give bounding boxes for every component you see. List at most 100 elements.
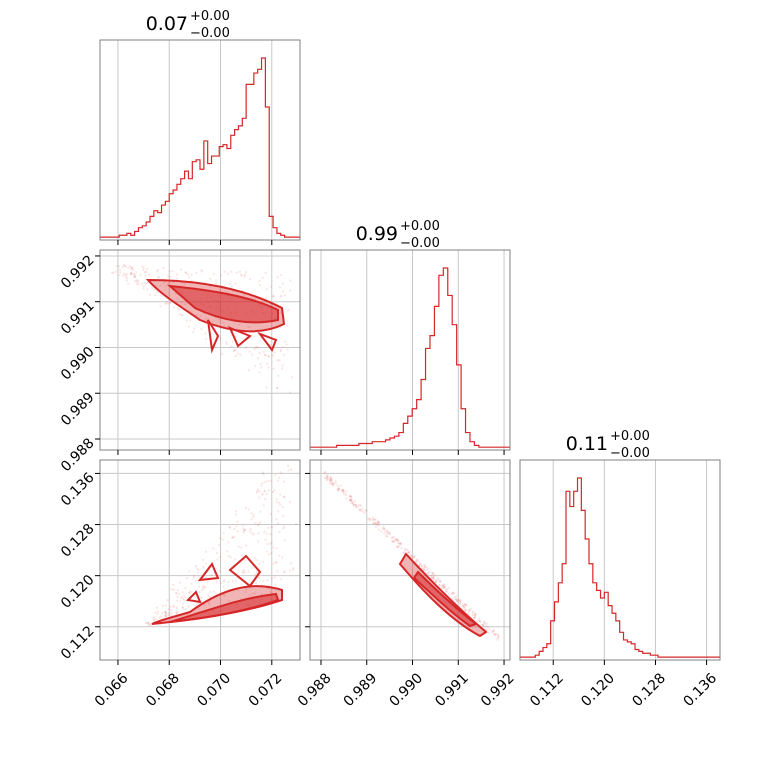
scatter-3-2-scatter-point [349, 499, 352, 502]
scatter-3-2-scatter-point [407, 551, 410, 555]
scatter-3-2-scatter-point [345, 493, 348, 497]
scatter-3-1-scatter-point [170, 612, 173, 615]
scatter-3-1-scatter-point [242, 527, 245, 531]
scatter-3-2-scatter-point [496, 636, 499, 640]
scatter-3-1-scatter-point [262, 579, 265, 582]
scatter-3-1-scatter-point [245, 588, 248, 591]
scatter-3-2-scatter-point [417, 560, 421, 563]
scatter-3-2-scatter-point [395, 545, 398, 548]
scatter-3-2-scatter-point [388, 532, 391, 535]
scatter-3-1-scatter-point [292, 568, 295, 571]
scatter-3-1-scatter-point [219, 536, 222, 540]
scatter-3-1-scatter-point [170, 609, 173, 612]
scatter-3-2-scatter-point [493, 632, 496, 636]
scatter-3-1-scatter-point [156, 612, 159, 616]
scatter-3-2-scatter-point [358, 508, 361, 511]
hist-2-frame [309, 249, 511, 451]
scatter-3-1-scatter-point [257, 496, 261, 499]
scatter-3-2-scatter-point [397, 539, 400, 543]
scatter-3-1-scatter-point [223, 579, 226, 582]
scatter-2-1-scatter-point [220, 353, 224, 356]
scatter-3-1-scatter-point [187, 605, 190, 608]
scatter-3-2-scatter-point [385, 534, 388, 537]
scatter-2-1-scatter-point [235, 271, 238, 274]
scatter-3-2-scatter-point [496, 638, 499, 641]
scatter-3-2-scatter-point [468, 609, 471, 612]
scatter-3-2-scatter-point [452, 591, 456, 595]
scatter-3-1-scatter-point [287, 469, 290, 472]
scatter-3-2-scatter-point [479, 620, 482, 623]
scatter-3-2-scatter-point [396, 545, 399, 549]
scatter-3-2-scatter-point [420, 564, 424, 567]
scatter-2-1-scatter-point [258, 279, 261, 282]
scatter-3-1-scatter-point [244, 544, 248, 547]
scatter-3-2-scatter-point [455, 594, 458, 598]
scatter-3-2-scatter-point [432, 577, 435, 580]
scatter-2-1-scatter-point [278, 286, 281, 289]
scatter-2-1-scatter-point [234, 354, 237, 358]
scatter-2-1-scatter-point [238, 323, 241, 326]
scatter-3-2-scatter-point [341, 490, 344, 493]
scatter-3-2-scatter-point [491, 630, 494, 634]
scatter-2-1-scatter-point [133, 279, 137, 283]
scatter-3-2-contour-inner [412, 570, 479, 628]
scatter-2-1-scatter-point [127, 266, 130, 269]
scatter-3-1-scatter-point [250, 518, 253, 521]
scatter-3-1-scatter-point [255, 491, 258, 494]
scatter-2-1-scatter-point [137, 280, 140, 283]
scatter-3-2-scatter-point [451, 591, 454, 594]
scatter-2-1-scatter-point [200, 269, 203, 272]
scatter-3-2-scatter-point [459, 601, 462, 605]
scatter-3-1-scatter-point [244, 559, 247, 562]
scatter-3-2-xtick-label: 0.989 [341, 670, 381, 710]
scatter-3-1-scatter-point [264, 498, 267, 501]
scatter-2-1-scatter-point [243, 273, 246, 276]
scatter-3-2-scatter-point [447, 586, 450, 590]
scatter-2-1-scatter-point [122, 272, 126, 275]
scatter-2-1-scatter-point [268, 355, 271, 358]
scatter-2-1-scatter-point [180, 301, 183, 304]
scatter-3-2-scatter-point [464, 603, 468, 607]
scatter-2-1-scatter-point [258, 351, 261, 355]
scatter-3-2-scatter-point [338, 487, 341, 491]
scatter-3-2-scatter-point [492, 629, 495, 632]
scatter-2-1-scatter-point [244, 346, 248, 349]
scatter-3-1-scatter-point [189, 591, 192, 594]
scatter-3-2-scatter-point [406, 548, 409, 552]
scatter-3-2-scatter-point [360, 507, 364, 511]
scatter-3-1-scatter-point [269, 542, 272, 545]
scatter-3-1-scatter-point [229, 556, 232, 559]
scatter-2-1-scatter-point [287, 308, 290, 311]
scatter-2-1-scatter-point [279, 311, 282, 314]
scatter-3-1-scatter-point [257, 576, 260, 579]
scatter-3-1-scatter-point [283, 539, 286, 542]
scatter-3-2-scatter-point [496, 633, 499, 636]
scatter-2-1-scatter-point [218, 289, 221, 292]
scatter-3-2-scatter-point [415, 560, 418, 563]
scatter-2-1-scatter-point [133, 275, 136, 278]
scatter-3-2-scatter-point [372, 518, 375, 521]
scatter-2-1-scatter-point [282, 345, 285, 348]
scatter-3-2-scatter-point [329, 477, 332, 480]
scatter-3-1-scatter-point [258, 490, 261, 493]
scatter-2-1-scatter-point [112, 271, 115, 275]
scatter-2-1-scatter-point [230, 285, 233, 288]
scatter-2-1-ytick-label: 0.991 [58, 298, 98, 338]
scatter-3-1-scatter-point [172, 588, 176, 592]
scatter-3-2-scatter-point [482, 620, 486, 623]
scatter-3-2-scatter-point [341, 489, 344, 492]
scatter-3-2-scatter-point [465, 609, 468, 612]
scatter-3-2-scatter-point [331, 482, 334, 485]
scatter-3-2-scatter-point [380, 530, 383, 533]
scatter-3-2-scatter-point [437, 578, 440, 581]
scatter-3-2-scatter-point [339, 484, 342, 487]
scatter-3-1-scatter-point [226, 550, 229, 553]
scatter-3-2-scatter-points [323, 470, 500, 641]
scatter-3-1-scatter-point [269, 590, 272, 594]
scatter-3-1-scatter-point [278, 530, 281, 533]
scatter-3-1-scatter-point [174, 591, 178, 594]
scatter-3-1-scatter-point [269, 479, 272, 482]
scatter-2-1-scatter-point [285, 343, 288, 346]
scatter-3-2-scatter-point [416, 558, 419, 561]
scatter-3-2-scatter-point [458, 598, 461, 602]
